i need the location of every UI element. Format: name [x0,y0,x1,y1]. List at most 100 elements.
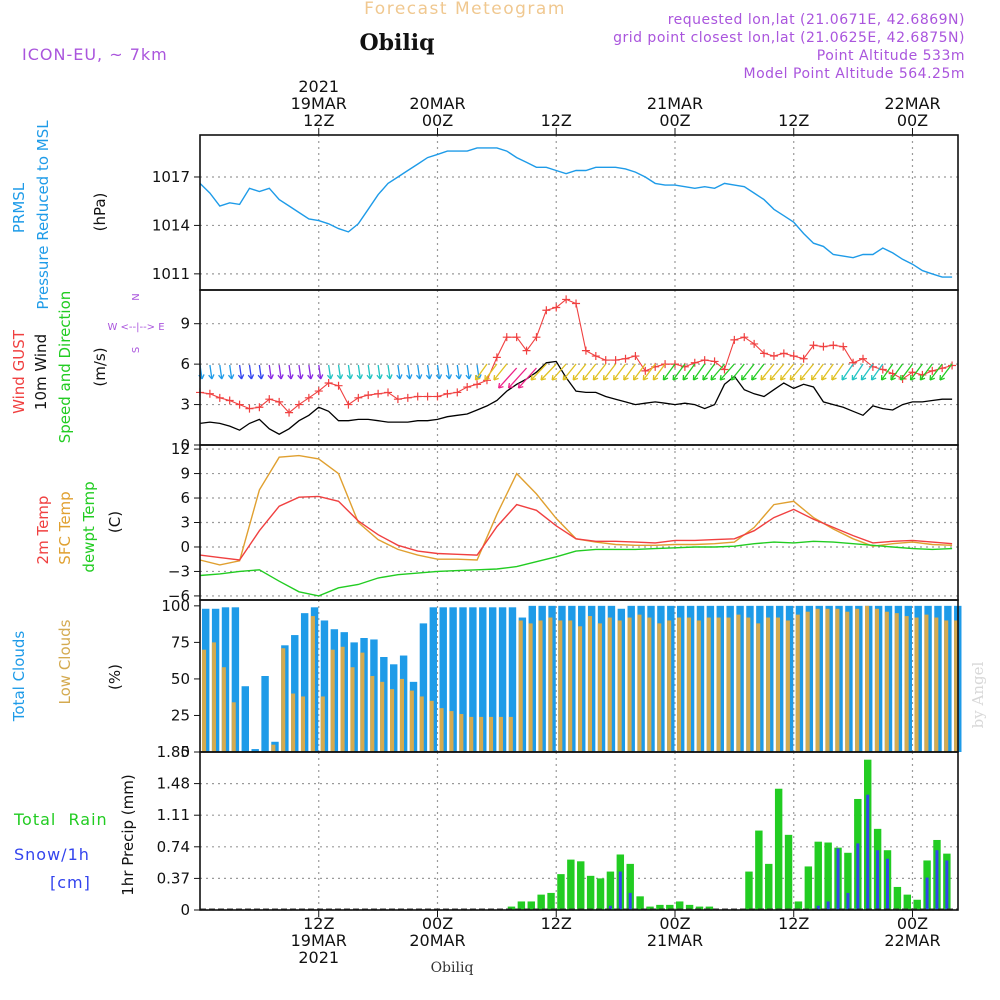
panel-frame [199,134,959,291]
wind-arrow-head [465,374,472,380]
panel-frame [199,289,959,446]
low-cloud-bar [370,676,375,752]
wind-arrow-head [841,374,847,381]
low-cloud-bar [855,608,860,752]
gust-marker [512,333,521,342]
gust-marker [433,392,442,401]
xtick-label-bottom: 00Z [659,914,690,933]
low-cloud-bar [558,620,563,752]
wind-arrow-head [406,374,413,380]
wind-arrow-head [218,374,225,380]
panel-frame [199,751,959,911]
wind-arrow [436,364,441,380]
gust-marker [690,358,699,367]
gust-marker [423,392,432,401]
gust-marker [908,368,917,377]
rain-bar [685,904,694,910]
wind-arrow [530,363,547,381]
low-cloud-bar [429,700,434,752]
low-cloud-bar [924,614,929,752]
rain-bar [586,875,595,910]
wind-arrow-head [227,374,235,380]
wind-arrow [919,363,933,381]
precip-labels: Total Rain Snow/1h [cm] 1hr Precip (mm) [13,774,137,895]
rain-bar [903,894,912,910]
rain-bar [765,863,773,910]
low-cloud-bar [528,623,533,752]
snow-bar [628,892,632,910]
gust-marker [849,358,858,367]
wind-arrow-head [356,374,363,380]
wind-arrow [890,363,904,381]
wind-arrow-head [237,374,245,380]
wind-arrow-head [386,374,393,380]
gust-marker [631,352,640,361]
precip-ytick-label: 0.37 [157,869,190,887]
gust-marker [819,342,828,351]
wind-arrow [860,363,874,381]
wind-arrow [238,364,243,380]
snow-bar [945,860,949,910]
percent-unit-label: (%) [106,664,124,690]
model-label: ICON-EU, ~ 7km [22,45,168,64]
wind-arrow [710,363,725,381]
low-cloud-bar [914,617,919,752]
xtick-label-bottom: 12Z [778,914,809,933]
footer-location: Obiliq [431,960,474,976]
temp-ytick-label: 3 [180,514,190,532]
wind-arrow [769,363,785,381]
wind-arrow [741,363,755,381]
rain-bar [547,892,555,910]
low-cloud-bar [706,617,711,752]
low-cloud-bar [597,623,602,752]
wind-arrow [939,363,953,381]
wind-speed-line [199,360,953,435]
wind-arrow-head [317,374,324,380]
wind-ytick-label: 9 [180,315,190,333]
wind-arrow-head [602,374,609,381]
wind-arrow-head [919,374,926,381]
precip-ytick-label: 1.85 [157,743,190,761]
gust-marker [275,397,284,406]
wind-arrow [613,363,627,381]
total-cloud-bar [498,607,507,752]
low-cloud-bar [231,702,236,752]
cloud-ytick-label: 100 [161,597,190,615]
wind-arrow [603,363,617,381]
low-cloud-bar [825,608,830,752]
wind-arrow-head [396,374,403,380]
low-cloud-bar [756,623,761,752]
wind-arrow [248,364,253,380]
wind-arrow-head [484,374,490,381]
precip-ytick-label: 0 [180,901,190,919]
low-cloud-bar [320,696,325,752]
total-cloud-bar [439,607,447,752]
wind-arrow-head [909,374,916,381]
rain-bar [893,886,902,910]
wind-arrow [551,363,567,381]
wind-arrow [357,364,361,380]
wind-arrow-head [662,374,669,381]
gust-marker [314,387,323,396]
snow-bar [816,905,820,910]
low-cloud-bar [459,714,464,752]
wind-arrow [337,364,342,380]
gust-marker [542,306,551,315]
temp-ytick-label: 0 [180,538,190,556]
low-cloud-bar [607,617,612,752]
wind-arrow [278,364,282,380]
gust-marker [205,389,214,398]
wind-arrow [288,364,292,380]
wind-arrow-head [376,374,383,380]
wind-arrow-head [642,374,649,381]
gust-marker [413,392,422,401]
gust-marker [285,408,294,417]
low-cloud-bar [696,620,701,752]
low-cloud-bar [380,681,385,752]
rain-bar [646,906,654,910]
snow-bar [866,794,870,910]
prmsl-label: PRMSL [10,182,28,233]
low-cloud-bar [508,716,513,752]
low-cloud-bar [439,708,444,752]
gust-marker [799,354,808,363]
